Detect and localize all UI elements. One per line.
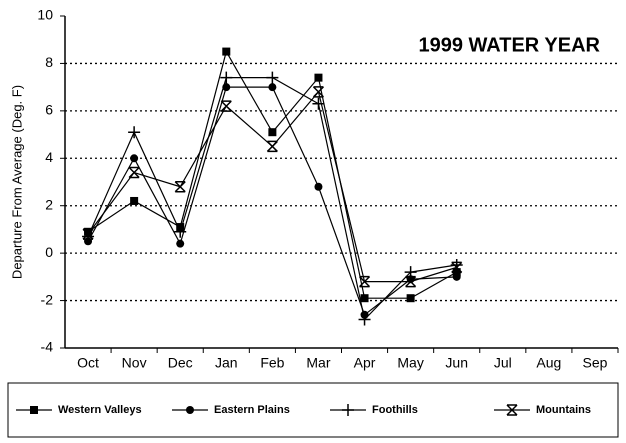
marker-plus	[312, 97, 325, 110]
x-tick-label: Oct	[77, 355, 99, 371]
marker-xbar	[174, 180, 186, 193]
x-tick-label: May	[397, 355, 423, 371]
x-tick-label: Sep	[582, 355, 607, 371]
x-tick-label: Jun	[445, 355, 468, 371]
marker-plus	[220, 71, 233, 84]
marker-square	[360, 294, 369, 303]
series-line	[87, 86, 457, 316]
chart-title: 1999 WATER YEAR	[418, 34, 600, 56]
marker-square	[130, 196, 139, 205]
legend-label: Mountains	[536, 404, 591, 416]
marker-plus	[450, 259, 463, 271]
marker-xbar	[451, 261, 463, 274]
marker-plus	[266, 71, 279, 84]
y-tick-label: 0	[45, 244, 53, 260]
legend-marker	[342, 404, 354, 416]
legend-marker	[30, 406, 38, 414]
marker-xbar	[359, 275, 371, 288]
y-tick-label: 4	[45, 149, 53, 165]
marker-plus	[358, 313, 371, 326]
marker-square	[222, 47, 231, 56]
y-tick-label: 6	[45, 102, 53, 118]
x-tick-label: Jul	[494, 355, 512, 371]
legend-label: Foothills	[372, 404, 418, 416]
marker-circle	[268, 83, 277, 92]
y-tick-label: -2	[41, 291, 54, 307]
y-axis-label: Departure From Average (Deg. F)	[9, 85, 24, 279]
series-line	[87, 77, 457, 321]
marker-square	[314, 73, 323, 82]
legend-marker	[186, 406, 194, 414]
marker-xbar	[312, 86, 324, 98]
marker-xbar	[405, 275, 417, 288]
x-tick-label: Mar	[306, 355, 330, 371]
x-tick-label: Nov	[122, 355, 147, 371]
x-tick-label: Apr	[354, 355, 376, 371]
y-tick-label: 2	[45, 196, 53, 212]
marker-plus	[128, 126, 141, 139]
marker-xbar	[266, 140, 278, 153]
marker-square	[406, 294, 415, 303]
legend-box	[7, 382, 619, 438]
x-tick-label: Dec	[168, 355, 193, 371]
marker-xbar	[82, 228, 94, 240]
x-tick-label: Feb	[260, 355, 284, 371]
marker-plus	[174, 225, 187, 238]
marker-xbar	[128, 166, 140, 179]
marker-square	[268, 128, 277, 137]
x-tick-label: Jan	[215, 355, 238, 371]
marker-circle	[452, 272, 461, 281]
marker-circle	[314, 182, 323, 191]
marker-circle	[176, 239, 185, 248]
marker-xbar	[220, 100, 232, 112]
y-tick-label: -4	[41, 339, 54, 355]
marker-plus	[82, 230, 95, 243]
marker-circle	[130, 154, 139, 163]
legend-label: Eastern Plains	[214, 404, 290, 416]
legend-marker	[506, 404, 518, 416]
legend-label: Western Valleys	[58, 404, 142, 416]
y-tick-label: 8	[45, 54, 53, 70]
y-tick-label: 10	[37, 7, 53, 23]
x-tick-label: Aug	[536, 355, 561, 371]
